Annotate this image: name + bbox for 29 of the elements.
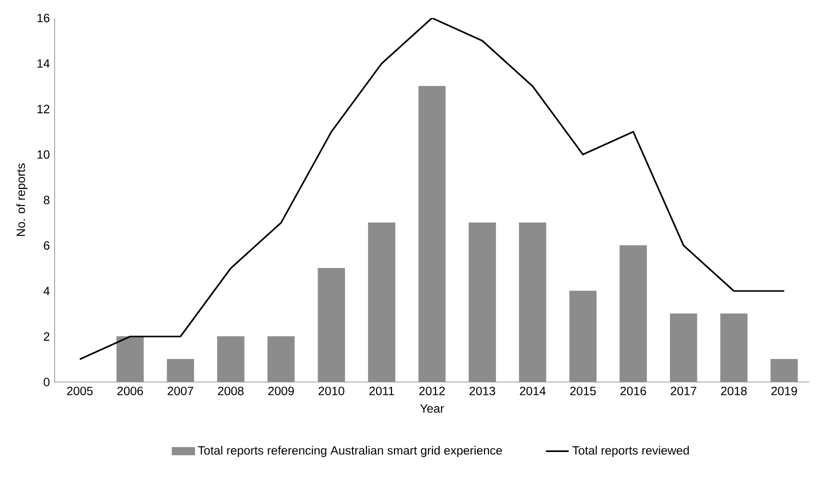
legend-label: Total reports reviewed [572,446,689,458]
y-tick-label: 8 [44,196,50,204]
x-tick-label: 2009 [268,386,294,396]
x-tick-label: 2012 [419,386,445,396]
x-tick-label: 2014 [520,386,546,396]
x-tick-label: 2017 [670,386,696,396]
line-series [79,18,785,360]
x-tick-label: 2011 [369,386,394,396]
y-tick-label: 6 [44,241,50,250]
y-tick-label: 0 [44,378,50,386]
legend-label: Total reports referencing Australian smart grid experience [198,446,502,458]
x-tick-label: 2013 [470,386,496,396]
y-tick-label: 4 [44,286,50,296]
x-tick-label: 2018 [721,386,747,396]
y-axis-title: No. of reports [16,164,28,236]
x-tick-label: 2016 [620,386,646,396]
x-tick-label: 2010 [318,386,344,396]
y-tick-label: 14 [38,59,50,68]
x-tick-label: 2008 [218,386,244,396]
x-tick-label: 2015 [570,386,596,396]
x-axis-title: Year [420,404,444,413]
x-tick-label: 2007 [168,386,194,396]
y-tick-label: 10 [38,150,50,159]
y-tick-label: 2 [44,332,50,341]
x-tick-label: 2019 [771,386,797,396]
x-tick-label: 2006 [117,386,143,396]
x-tick-label: 2005 [67,386,93,396]
y-tick-label: 12 [38,104,50,114]
y-tick-label: 16 [38,14,50,22]
